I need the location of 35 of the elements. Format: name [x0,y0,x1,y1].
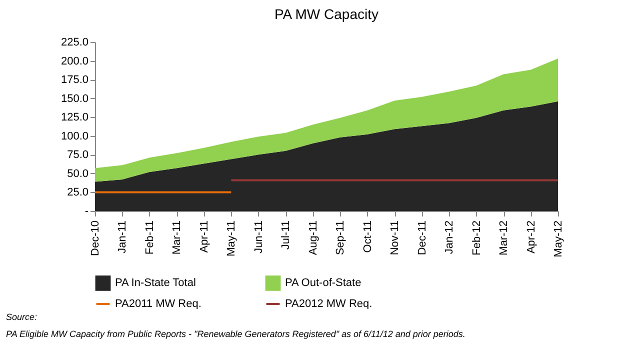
x-tick-label: May-12 [552,220,564,258]
legend-label: PA In-State Total [115,277,196,290]
y-tick-label: 100.0 [60,130,88,142]
y-tick-label: 225.0 [60,36,88,48]
y-tick-label: 75.0 [67,149,88,162]
x-tick-label: Dec-10 [90,220,102,256]
x-tick-label: May-11 [226,220,238,256]
y-tick-label: 125.0 [60,112,88,124]
y-tick-label: 25.0 [67,186,88,199]
x-tick-label: Mar-12 [498,220,510,256]
y-tick-label: 200.0 [60,55,88,68]
x-tick-label: Aug-11 [307,220,320,256]
x-tick-label: Oct-11 [362,220,374,253]
legend-label: PA Out-of-State [285,277,362,290]
text: PA Eligible MW Capacity from Public Reports - "Renewable Generators Registered" as of 6/11/12 and prior periods. [6,328,466,341]
x-tick-label: Jun-11 [252,220,265,254]
x-tick-label: Sep-11 [334,220,347,256]
x-tick-label: Jan-11 [116,220,129,254]
x-tick-label: Dec-11 [416,220,428,256]
y-tick-label: 50.0 [67,168,88,180]
x-tick-label: Jan-12 [444,220,456,254]
legend-label: PA2011 MW Req. [115,298,202,310]
x-tick-label: Mar-11 [171,220,184,255]
x-tick-label: Apr-12 [525,220,538,254]
y-tick-label: - [84,206,89,218]
y-tick-label: 175.0 [60,74,88,86]
x-tick-label: Nov-11 [389,220,402,256]
x-tick-label: Apr-11 [198,220,210,253]
legend-label: PA2012 MW Req. [285,298,372,310]
y-tick-label: 150.0 [60,92,88,105]
source-note: Source: [6,311,38,324]
x-tick-label: Jul-11 [280,220,292,250]
x-tick-label: Feb-12 [470,220,483,256]
chart-title: PA MW Capacity [274,6,378,22]
x-tick-label: Feb-11 [144,220,156,255]
